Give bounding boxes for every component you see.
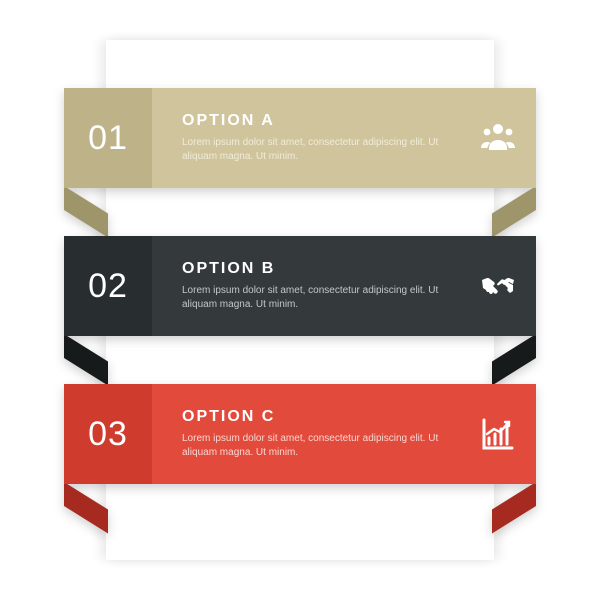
chart-icon: [478, 414, 518, 454]
ribbon-content: OPTION A Lorem ipsum dolor sit amet, con…: [152, 88, 536, 188]
ribbon-title: OPTION A: [182, 112, 468, 130]
ribbon-fold-right: [492, 334, 536, 385]
ribbon-main: 02 OPTION B Lorem ipsum dolor sit amet, …: [64, 236, 536, 336]
ribbon-title: OPTION B: [182, 260, 468, 278]
ribbon-fold-left: [64, 482, 108, 533]
ribbon-option-c: 03 OPTION C Lorem ipsum dolor sit amet, …: [64, 384, 536, 484]
people-icon: [478, 118, 518, 158]
number-panel: 01: [64, 88, 152, 188]
ribbon-fold-right: [492, 482, 536, 533]
ribbon-fold-left: [64, 334, 108, 385]
number-panel: 03: [64, 384, 152, 484]
ribbon-main: 03 OPTION C Lorem ipsum dolor sit amet, …: [64, 384, 536, 484]
ribbon-list: 01 OPTION A Lorem ipsum dolor sit amet, …: [64, 88, 536, 532]
handshake-icon: [478, 266, 518, 306]
ribbon-body: Lorem ipsum dolor sit amet, consectetur …: [182, 136, 468, 165]
ribbon-option-a: 01 OPTION A Lorem ipsum dolor sit amet, …: [64, 88, 536, 188]
ribbon-fold-right: [492, 186, 536, 237]
ribbon-content: OPTION C Lorem ipsum dolor sit amet, con…: [152, 384, 536, 484]
ribbon-content: OPTION B Lorem ipsum dolor sit amet, con…: [152, 236, 536, 336]
ribbon-body: Lorem ipsum dolor sit amet, consectetur …: [182, 432, 468, 461]
ribbon-fold-left: [64, 186, 108, 237]
ribbon-option-b: 02 OPTION B Lorem ipsum dolor sit amet, …: [64, 236, 536, 336]
ribbon-number: 01: [88, 119, 128, 158]
ribbon-title: OPTION C: [182, 408, 468, 426]
ribbon-main: 01 OPTION A Lorem ipsum dolor sit amet, …: [64, 88, 536, 188]
number-panel: 02: [64, 236, 152, 336]
ribbon-number: 02: [88, 267, 128, 306]
ribbon-number: 03: [88, 415, 128, 454]
ribbon-body: Lorem ipsum dolor sit amet, consectetur …: [182, 284, 468, 313]
